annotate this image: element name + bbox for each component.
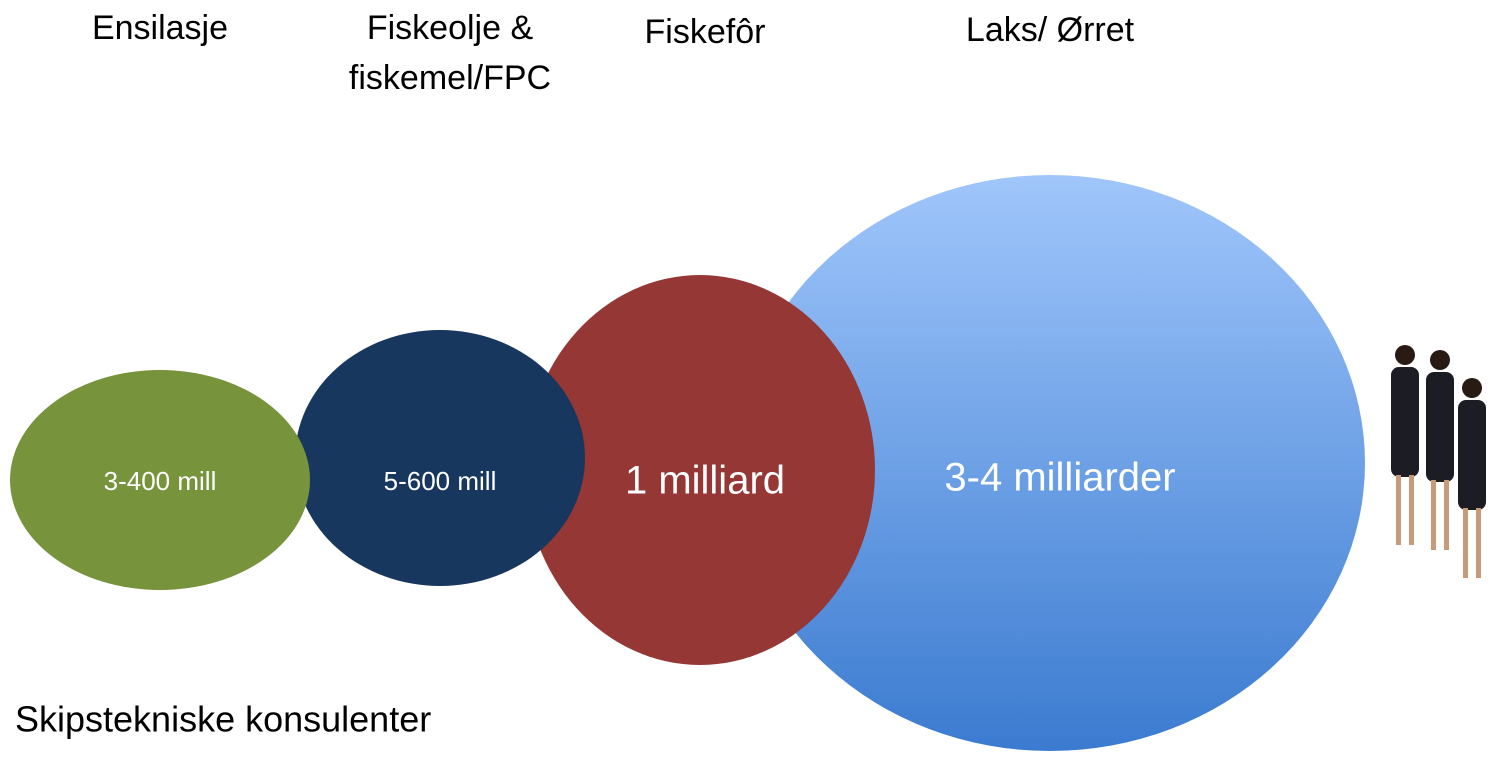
circle-label: 1 milliard: [625, 459, 785, 503]
circle-feed: [525, 275, 875, 665]
circle-oil: [295, 330, 585, 586]
circle-label: 3-400 mill: [104, 466, 217, 496]
circle-label: 5-600 mill: [384, 466, 497, 496]
column-header: Laks/ Ørret: [966, 11, 1135, 49]
circle-label: 3-4 milliarder: [944, 456, 1175, 500]
figure: [1458, 378, 1486, 578]
circle-salmon: [735, 175, 1365, 751]
column-header: Fiskeolje &: [367, 9, 534, 47]
column-header: Ensilasje: [92, 9, 228, 47]
circles: [10, 175, 1365, 751]
figure: [1391, 345, 1419, 545]
women-figures: [1391, 345, 1486, 578]
column-header: Fiskefôr: [645, 13, 766, 51]
circle-silage: [10, 370, 310, 590]
column-header: fiskemel/FPC: [349, 59, 551, 97]
figure: [1426, 350, 1454, 550]
footer: Skipstekniske konsulenter: [15, 699, 431, 740]
